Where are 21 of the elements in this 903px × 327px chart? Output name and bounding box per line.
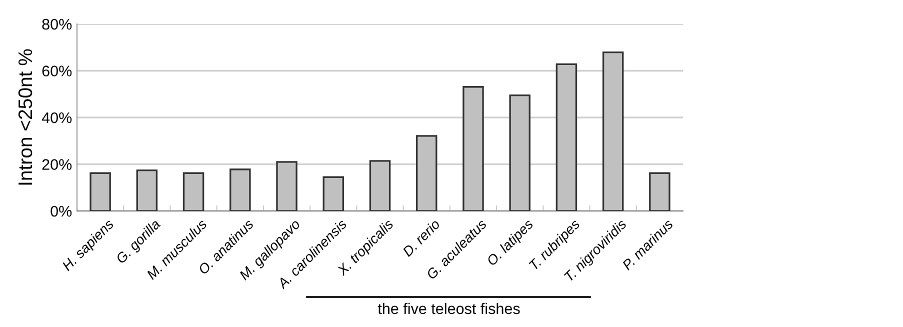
y-tick-label: 20% bbox=[42, 159, 72, 170]
bar bbox=[276, 161, 298, 211]
bar bbox=[182, 172, 204, 211]
bar bbox=[90, 172, 111, 211]
bar bbox=[322, 176, 344, 211]
bar bbox=[602, 51, 624, 211]
bar bbox=[136, 169, 158, 211]
text: the five teleost fishes bbox=[378, 302, 520, 314]
bar bbox=[230, 168, 251, 211]
y-tick-label: 80% bbox=[42, 18, 72, 30]
bar bbox=[509, 94, 530, 211]
bar bbox=[416, 135, 438, 211]
bar bbox=[462, 86, 484, 211]
y-tick-label: 0% bbox=[50, 206, 72, 217]
bar bbox=[369, 160, 391, 211]
bar bbox=[556, 63, 578, 211]
y-tick-label: 60% bbox=[42, 66, 72, 76]
y-axis-title: Intron <250nt % bbox=[18, 49, 32, 185]
y-tick-label: 40% bbox=[42, 112, 72, 124]
x-tick-label: D. rerio bbox=[402, 218, 441, 258]
bar bbox=[649, 172, 670, 211]
